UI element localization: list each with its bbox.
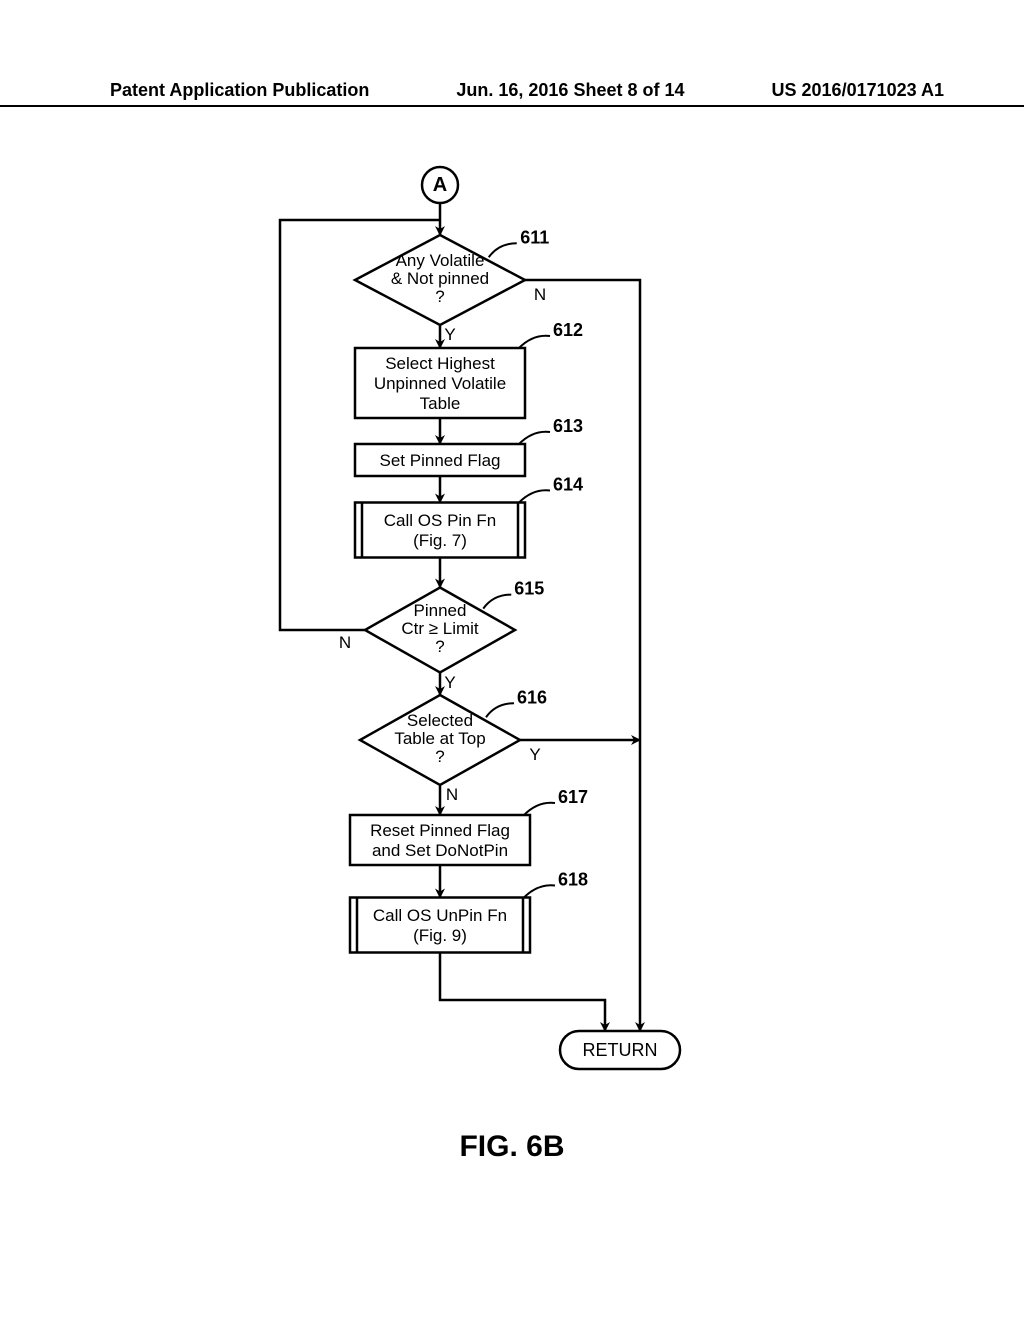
svg-text:611: 611 (520, 227, 549, 247)
svg-text:(Fig. 7): (Fig. 7) (413, 531, 467, 550)
svg-text:?: ? (435, 287, 444, 306)
svg-text:RETURN: RETURN (583, 1040, 658, 1060)
svg-text:Call OS UnPin Fn: Call OS UnPin Fn (373, 906, 507, 925)
svg-text:Y: Y (529, 745, 540, 764)
svg-text:N: N (339, 633, 351, 652)
svg-text:Any Volatile: Any Volatile (396, 251, 485, 270)
svg-text:Y: Y (444, 673, 455, 692)
svg-text:614: 614 (553, 475, 583, 495)
svg-text:618: 618 (558, 870, 588, 890)
svg-text:Reset Pinned Flag: Reset Pinned Flag (370, 821, 510, 840)
svg-text:Select Highest: Select Highest (385, 354, 495, 373)
svg-text:612: 612 (553, 320, 583, 340)
svg-text:Y: Y (444, 325, 455, 344)
svg-text:Table at Top: Table at Top (394, 729, 485, 748)
flowchart-svg: Y N Y N N Y A Any Volatile& Not pinned? 611 Selec… (0, 0, 1024, 1320)
svg-text:615: 615 (514, 579, 544, 599)
svg-text:& Not pinned: & Not pinned (391, 269, 489, 288)
svg-text:Table: Table (420, 394, 461, 413)
svg-text:Selected: Selected (407, 711, 473, 730)
svg-text:Call OS Pin Fn: Call OS Pin Fn (384, 511, 496, 530)
svg-text:?: ? (435, 637, 444, 656)
svg-text:N: N (534, 285, 546, 304)
page: Patent Application Publication Jun. 16, … (0, 0, 1024, 1320)
svg-text:and Set DoNotPin: and Set DoNotPin (372, 841, 508, 860)
svg-text:Ctr ≥ Limit: Ctr ≥ Limit (401, 619, 479, 638)
svg-text:Unpinned Volatile: Unpinned Volatile (374, 374, 506, 393)
svg-text:617: 617 (558, 787, 588, 807)
svg-text:Set Pinned Flag: Set Pinned Flag (380, 451, 501, 470)
svg-text:616: 616 (517, 687, 547, 707)
svg-text:Pinned: Pinned (414, 601, 467, 620)
svg-text:A: A (433, 174, 447, 196)
svg-text:?: ? (435, 747, 444, 766)
figure-title: FIG. 6B (0, 1130, 1024, 1164)
svg-text:613: 613 (553, 416, 583, 436)
svg-text:N: N (446, 785, 458, 804)
svg-text:(Fig. 9): (Fig. 9) (413, 926, 467, 945)
